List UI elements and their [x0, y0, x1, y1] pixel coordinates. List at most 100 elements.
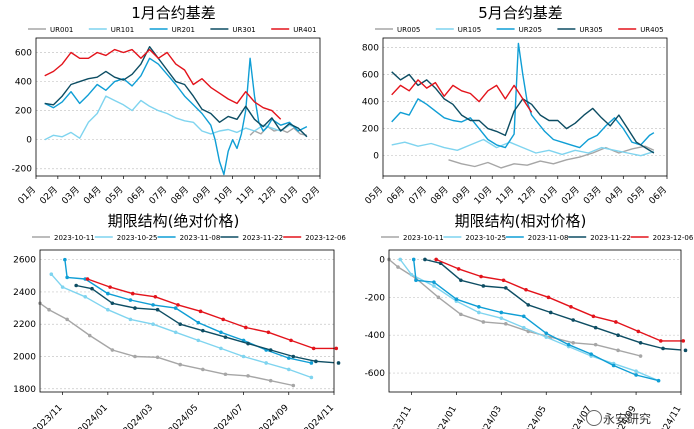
data-point: [219, 346, 223, 351]
data-point: [499, 310, 504, 315]
data-point: [241, 354, 246, 359]
data-point: [106, 307, 110, 312]
data-point: [658, 339, 663, 343]
data-point: [477, 310, 481, 315]
data-point: [544, 335, 549, 339]
x-tick-label: 2024/01: [432, 405, 459, 429]
series-line: [64, 259, 312, 364]
data-point: [221, 317, 225, 322]
y-tick-label: 400: [15, 78, 32, 88]
data-point: [291, 354, 296, 359]
data-point: [616, 348, 620, 353]
data-point: [151, 322, 155, 327]
data-point: [432, 284, 436, 288]
y-tick-label: 200: [15, 107, 32, 117]
data-point: [396, 265, 400, 269]
y-tick-label: 2600: [13, 256, 36, 266]
data-point: [196, 320, 201, 325]
data-point: [223, 335, 228, 339]
series-line: [391, 42, 655, 149]
data-point: [151, 303, 155, 307]
data-point: [566, 342, 571, 347]
chart-title: 期限结构(相对价格): [455, 212, 587, 230]
watermark-text: 永安研究: [603, 412, 652, 426]
series-line: [389, 258, 641, 357]
data-point: [106, 291, 110, 296]
data-point: [504, 322, 508, 326]
x-tick-label: 10月: [472, 184, 494, 206]
data-point: [409, 272, 414, 277]
series-line: [44, 95, 308, 141]
data-point: [548, 310, 553, 315]
series-line: [87, 278, 334, 350]
y-tick-label: 2000: [13, 353, 36, 363]
x-tick-label: 2024/01: [76, 403, 110, 429]
y-tick-label: -200: [12, 165, 33, 175]
data-point: [241, 338, 246, 343]
x-tick-label: 06月: [125, 184, 147, 206]
x-tick-label: 2023/11: [387, 405, 414, 429]
data-point: [311, 346, 316, 351]
legend-label: UR005: [397, 26, 420, 34]
data-point: [60, 285, 65, 289]
data-point: [571, 318, 575, 322]
data-point: [656, 378, 661, 383]
data-point: [414, 278, 418, 283]
y-tick-label: -600: [365, 369, 386, 379]
data-point: [268, 378, 273, 383]
x-tick-label: 2024/03: [122, 403, 156, 429]
data-point: [499, 316, 504, 320]
x-tick-label: 2024/05: [521, 405, 548, 429]
x-tick-label: 09月: [450, 184, 472, 206]
data-point: [128, 317, 133, 322]
legend-label: UR105: [458, 26, 481, 34]
data-point: [87, 333, 92, 338]
x-tick-label: 11月: [234, 184, 256, 206]
data-point: [244, 325, 248, 330]
legend-label: UR405: [640, 26, 663, 34]
legend-label: 2023-10-11: [54, 234, 95, 242]
data-point: [266, 330, 271, 335]
data-point: [544, 331, 549, 336]
series-line: [435, 258, 681, 342]
x-tick-label: 04月: [603, 184, 625, 206]
data-point: [47, 307, 51, 312]
data-point: [74, 283, 78, 288]
x-tick-label: 01月: [16, 184, 38, 206]
x-tick-label: 12月: [256, 184, 278, 206]
x-tick-label: 10月: [212, 184, 234, 206]
y-tick-label: 0: [379, 255, 385, 265]
data-point: [481, 284, 486, 288]
series-line: [448, 145, 655, 169]
data-point: [454, 297, 459, 302]
wechat-icon: [586, 410, 602, 426]
chart-3: 期限结构(绝对价格) 2023-10-11 2023-10-25 2023-11-08…: [13, 212, 346, 429]
data-point: [178, 362, 183, 367]
data-point: [681, 339, 686, 343]
legend-label: UR201: [172, 26, 195, 34]
series-line: [44, 46, 308, 138]
data-point: [286, 367, 291, 372]
y-tick-label: -200: [365, 293, 386, 303]
data-point: [611, 363, 616, 368]
y-tick-label: 0: [373, 152, 379, 162]
data-point: [286, 356, 291, 360]
plot-frame: [388, 249, 682, 393]
data-point: [65, 275, 69, 280]
legend-label: 2023-11-22: [242, 234, 283, 242]
x-tick-label: 08月: [428, 184, 450, 206]
plot-frame: [39, 249, 335, 393]
data-point: [65, 317, 69, 322]
data-point: [155, 307, 160, 312]
data-point: [155, 355, 160, 360]
legend-label: 2023-10-11: [403, 234, 444, 242]
x-tick-label: 05月: [363, 184, 385, 206]
data-point: [291, 383, 296, 388]
data-point: [219, 330, 223, 335]
data-point: [456, 267, 461, 271]
data-point: [83, 294, 88, 299]
series-line: [391, 79, 533, 113]
legend-label: 2023-10-25: [465, 234, 506, 242]
series-line: [413, 259, 659, 382]
data-point: [616, 333, 620, 337]
